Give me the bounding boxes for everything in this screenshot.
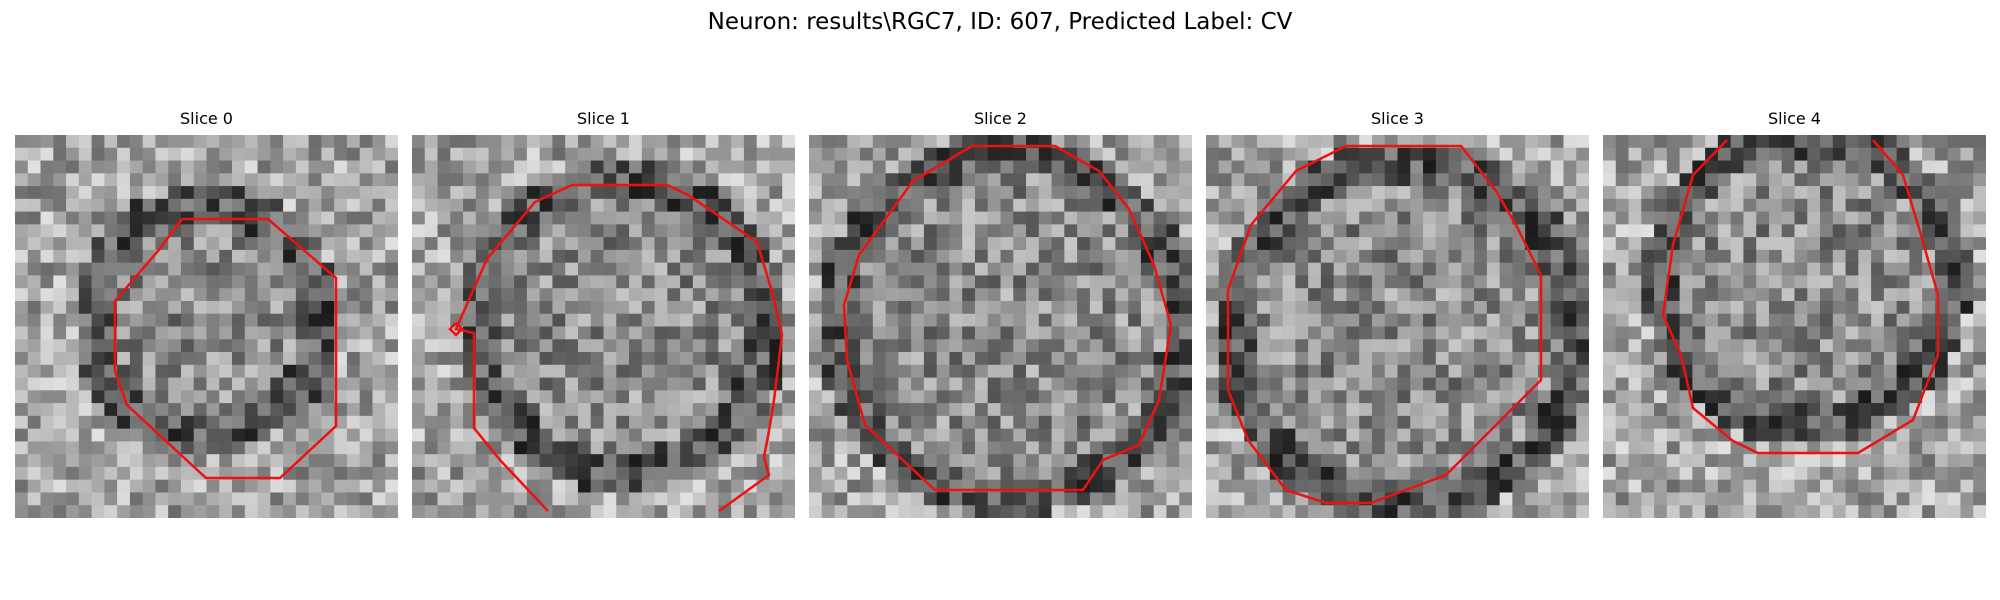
slice-panel-1: Slice 1 (412, 108, 795, 518)
slice-1-contour (454, 183, 784, 513)
slice-title-0: Slice 0 (180, 109, 233, 128)
slice-panel-2: Slice 2 (809, 108, 1192, 518)
slice-1-contour-loop (448, 322, 464, 337)
slice-4-pixels (1603, 135, 1986, 518)
slice-image-2 (809, 135, 1192, 518)
slice-2-contour (842, 144, 1173, 492)
slice-image-0 (15, 135, 398, 518)
slice-3-pixels (1206, 135, 1589, 518)
slice-image-4 (1603, 135, 1986, 518)
slice-1-pixels (412, 135, 795, 518)
slice-2-pixels (809, 135, 1192, 518)
slice-4-contour (1661, 139, 1940, 455)
figure-title: Neuron: results\RGC7, ID: 607, Predicted… (707, 9, 1293, 35)
slice-panel-3: Slice 3 (1206, 108, 1589, 518)
slice-3-contour (1226, 144, 1543, 505)
slice-title-2: Slice 2 (974, 109, 1027, 128)
slice-0-pixels (15, 135, 398, 518)
slice-title-1: Slice 1 (577, 109, 630, 128)
slice-title-4: Slice 4 (1768, 109, 1821, 128)
slice-panel-4: Slice 4 (1603, 108, 1986, 518)
slice-image-1 (412, 135, 795, 518)
slice-panel-0: Slice 0 (15, 108, 398, 518)
slice-title-3: Slice 3 (1371, 109, 1424, 128)
slice-image-3 (1206, 135, 1589, 518)
slice-0-contour (113, 217, 338, 480)
